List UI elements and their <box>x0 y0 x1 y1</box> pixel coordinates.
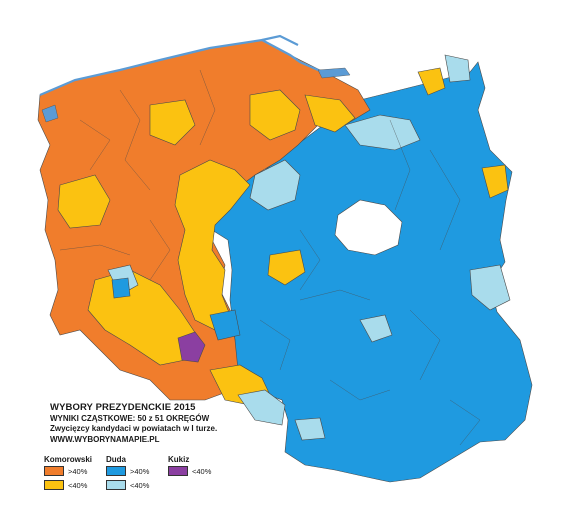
map-caption: WYBORY PREZYDENCKIE 2015 WYNIKI CZĄSTKOW… <box>50 402 218 445</box>
map-title: WYBORY PREZYDENCKIE 2015 <box>50 402 196 413</box>
region-blue-west-pocket <box>111 277 131 299</box>
region-yellow-northeast <box>417 67 446 96</box>
region-lightblue-center <box>359 314 393 343</box>
region-blue-silesia-pocket <box>209 309 241 341</box>
region-lightblue-mazurian <box>444 54 471 83</box>
legend-label-duda-low: <40% <box>130 481 150 490</box>
region-lightblue-silesia <box>237 389 286 426</box>
map-description: Zwycięzcy kandydaci w powiatach w I turz… <box>50 424 218 433</box>
legend-swatch-komorowski-high <box>44 466 64 476</box>
region-yellow-east-podlasie <box>481 164 509 199</box>
legend-candidate-komorowski: Komorowski <box>44 455 93 464</box>
county-boundaries <box>59 69 481 446</box>
legend-swatch-duda-low <box>106 480 126 490</box>
map-subtitle: WYNIKI CZĄSTKOWE: 50 z 51 OKRĘGÓW <box>50 413 210 423</box>
legend-swatch-komorowski-low <box>44 480 64 490</box>
region-lightblue-krakow <box>294 417 326 441</box>
legend-candidate-kukiz: Kukiz <box>168 455 190 464</box>
region-lightblue-kujawy <box>249 159 301 211</box>
region-lightblue-east <box>469 264 511 311</box>
region-yellow-pomerania <box>149 99 196 146</box>
legend-label-duda-high: >40% <box>130 467 150 476</box>
map-legend: Komorowski >40% <40% Duda >40% <40% Kuki… <box>44 455 224 495</box>
region-lightblue-north <box>344 114 421 151</box>
region-warsaw-no-data <box>334 199 403 256</box>
map-source: WWW.WYBORYNAMAPIE.PL <box>50 434 160 444</box>
vistula-lagoon <box>317 67 351 79</box>
region-yellow-north-center <box>249 89 301 141</box>
szczecin-lagoon <box>41 104 59 123</box>
region-yellow-lodz <box>267 249 306 286</box>
legend-label-komorowski-high: >40% <box>68 467 88 476</box>
region-kukiz-opole <box>177 331 206 363</box>
legend-swatch-duda-high <box>106 466 126 476</box>
region-yellow-west-mid <box>57 174 111 229</box>
baltic-coastline <box>39 38 331 97</box>
legend-label-kukiz-low: <40% <box>192 467 212 476</box>
region-yellow-center-west <box>174 159 251 331</box>
legend-candidate-duda: Duda <box>106 455 126 464</box>
legend-swatch-kukiz-low <box>168 466 188 476</box>
hel-peninsula <box>261 34 299 46</box>
legend-label-komorowski-low: <40% <box>68 481 88 490</box>
